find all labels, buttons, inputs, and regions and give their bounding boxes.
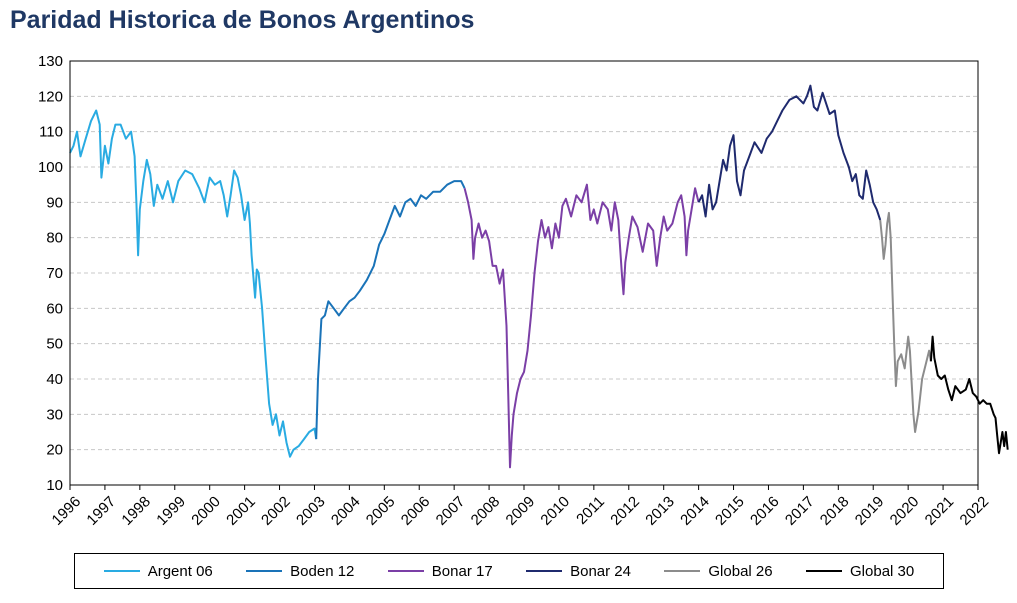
legend-item: Global 30 [806,563,914,580]
x-tick-label: 2005 [363,493,399,529]
x-tick-label: 2006 [398,493,434,529]
chart-legend: Argent 06 Boden 12 Bonar 17 Bonar 24 Global … [74,553,944,589]
legend-swatch [806,570,843,572]
x-tick-label: 2017 [782,493,818,529]
y-tick-label: 30 [46,406,63,423]
x-tick-label: 2013 [642,493,678,529]
series-line-global-30 [929,335,1009,455]
series-line-global-26 [879,211,932,433]
series-line-bonar-24 [697,84,882,221]
x-tick-label: 2000 [188,493,224,529]
legend-label: Global 26 [708,562,773,580]
legend-label: Bonar 17 [431,562,493,580]
series-line-boden-12 [315,180,466,440]
x-tick-label: 2012 [607,493,643,529]
y-tick-label: 70 [46,265,63,282]
x-tick-label: 2002 [258,493,294,529]
x-tick-label: 2011 [573,493,608,528]
x-tick-label: 2004 [328,493,364,529]
x-tick-labels: 1996 1997 1998 1999 2000 2001 2002 2003 2004 2005… [49,493,993,529]
x-tick-label: 2022 [957,493,993,529]
legend-label: Argent 06 [147,562,213,580]
x-tick-label: 2014 [677,493,713,529]
x-tick-label: 2015 [712,493,748,529]
legend-swatch [526,570,563,572]
series-line-bonar-17 [463,183,700,469]
y-tick-label: 120 [38,88,63,105]
x-tick-label: 1999 [153,493,189,529]
y-tick-label: 100 [38,159,63,176]
legend-label: Boden 12 [290,562,355,580]
legend-label: Bonar 24 [570,562,631,580]
legend-item: Global 26 [664,562,773,580]
x-tick-label: 2019 [852,493,888,529]
y-tick-label: 110 [39,124,63,141]
x-tick-label: 2021 [922,493,958,529]
x-tick-label: 2001 [223,493,259,529]
x-tick-label: 2020 [887,493,923,529]
legend-item: Bonar 17 [387,562,493,580]
y-tick-label: 90 [46,194,63,211]
x-tick-label: 2016 [747,493,783,529]
y-tick-label: 20 [46,442,63,459]
legend-swatch [664,570,701,572]
x-tick-label: 2018 [817,493,853,529]
y-tick-label: 50 [46,336,63,353]
y-tick-labels: 10 20 30 40 50 60 70 80 90 100 110 120 130 [38,53,63,494]
x-tick-label: 2003 [293,493,329,529]
y-tick-label: 60 [46,300,63,317]
x-tick-label: 1997 [83,493,119,529]
axes [69,60,979,490]
x-tick-label: 2008 [468,493,504,529]
legend-item: Bonar 24 [526,563,631,580]
series-lines [69,84,1009,469]
legend-swatch [387,570,424,572]
gridlines [70,95,978,451]
legend-item: Boden 12 [246,563,354,580]
x-tick-label: 2007 [433,493,469,529]
y-tick-label: 130 [38,53,63,70]
legend-label: Global 30 [850,562,915,580]
y-tick-label: 80 [46,230,63,247]
legend-item: Argent 06 [103,562,213,580]
x-tick-label: 1998 [118,493,154,529]
legend-swatch [103,570,140,572]
chart-title: Paridad Historica de Bonos Argentinos [10,6,475,34]
x-tick-label: 2010 [537,493,573,529]
x-tick-label: 2009 [503,493,539,529]
legend-swatch [246,570,283,572]
y-tick-label: 10 [46,477,63,494]
y-tick-label: 40 [46,371,63,388]
series-line-argent-06 [69,109,318,458]
x-tick-label: 1996 [49,493,85,529]
